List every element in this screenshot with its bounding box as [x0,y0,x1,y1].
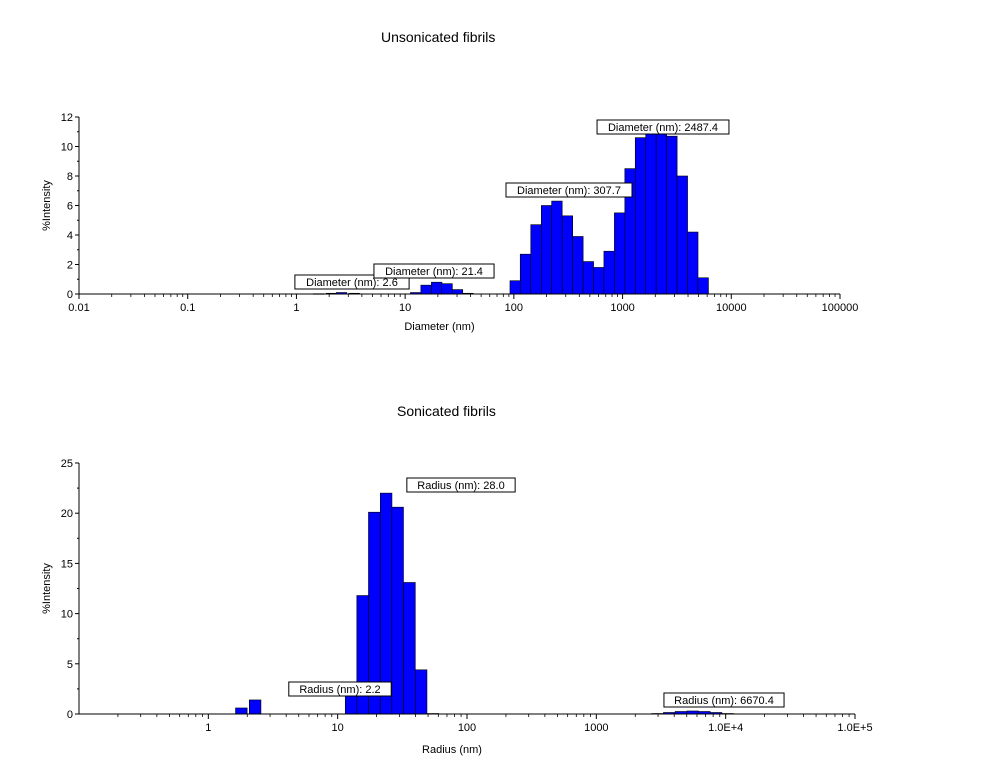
histogram-bar [634,137,647,295]
histogram-bar [451,289,464,295]
peak-annotation-label: Radius (nm): 2.2 [299,684,380,696]
y-axis-title: %Intensity [41,563,53,614]
chart-title-sonicated: Sonicated fibrils [397,403,496,419]
x-tick-label: 1.0E+4 [708,722,743,734]
histogram-bar [676,175,688,295]
y-tick-label: 0 [67,289,73,301]
y-tick-label: 25 [61,458,73,470]
peak-annotation-label: Radius (nm): 6670.4 [674,695,774,707]
x-tick-label: 10 [399,302,411,314]
x-tick-label: 100 [505,302,523,314]
histogram-bar [572,236,584,295]
histogram-bar [441,283,453,295]
histogram-bar [403,582,416,715]
peak-annotation-box [288,681,392,697]
peak-annotation-box [505,182,633,198]
x-tick-label: 100 [458,722,476,734]
y-tick-label: 12 [61,112,73,124]
x-axis-title: Radius (nm) [422,744,482,756]
histogram-bar [249,699,262,715]
histogram-bar [666,135,678,295]
histogram-bar [697,277,709,295]
histogram-bar [614,212,626,295]
chart-title-unsonicated: Unsonicated fibrils [381,29,496,45]
peak-annotation-box [373,263,495,279]
histogram-bar [655,124,667,295]
histogram-bar [561,215,573,295]
histogram-bar [415,669,428,715]
peak-annotation-label: Diameter (nm): 2.6 [306,277,398,289]
x-tick-label: 100000 [822,302,859,314]
histogram-bar [391,506,404,715]
histogram-bar [593,267,605,295]
x-axis-title: Diameter (nm) [404,321,474,333]
x-tick-label: 0.01 [68,302,89,314]
peak-annotation-label: Diameter (nm): 307.7 [517,185,621,197]
histogram-bar [687,231,699,295]
x-tick-label: 1.0E+5 [837,722,872,734]
x-tick-label: 10000 [716,302,747,314]
y-tick-label: 6 [67,201,73,213]
peak-annotation-box [663,692,785,708]
x-tick-label: 1 [293,302,299,314]
histogram-bar [420,284,432,295]
histogram-bar [541,205,553,295]
histogram-bar [380,492,393,715]
x-tick-label: 0.1 [180,302,195,314]
x-tick-label: 1 [205,722,211,734]
histogram-bar [431,281,443,295]
histogram-bar [582,261,594,295]
histogram-bar [235,707,248,715]
y-tick-label: 10 [61,142,73,154]
histogram-bar [551,200,563,295]
y-tick-label: 4 [67,230,73,242]
x-tick-label: 1000 [584,722,608,734]
histogram-bar [530,224,542,295]
histogram-bar [509,280,521,295]
x-tick-label: 10 [332,722,344,734]
peak-annotation-box [596,119,730,135]
y-tick-label: 0 [67,709,73,721]
peak-annotation-label: Diameter (nm): 2487.4 [608,122,718,134]
y-tick-label: 2 [67,260,73,272]
y-axis-title: %Intensity [41,180,53,231]
y-tick-label: 5 [67,659,73,671]
histogram-bar [519,253,532,295]
y-tick-label: 8 [67,171,73,183]
x-tick-label: 1000 [610,302,634,314]
y-tick-label: 15 [61,558,73,570]
y-tick-label: 20 [61,508,73,520]
histogram-bar [603,250,615,295]
peak-annotation-label: Diameter (nm): 21.4 [385,266,483,278]
histogram-bar [645,124,657,295]
peak-annotation-label: Radius (nm): 28.0 [417,480,504,492]
peak-annotation-box [406,477,516,493]
y-tick-label: 10 [61,609,73,621]
